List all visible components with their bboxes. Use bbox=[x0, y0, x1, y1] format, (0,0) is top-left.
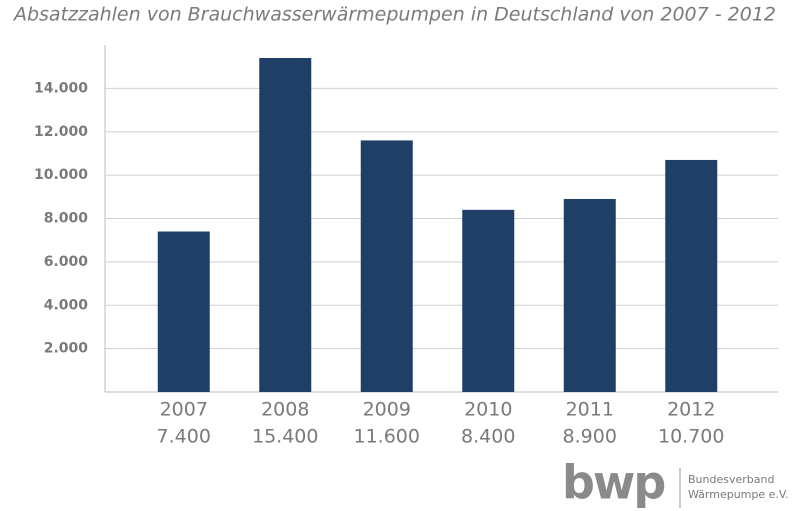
value-label: 8.400 bbox=[461, 426, 515, 448]
y-tick-label: 2.000 bbox=[44, 341, 89, 357]
x-tick-label: 2009 bbox=[363, 399, 411, 421]
y-tick-label: 8.000 bbox=[44, 211, 89, 227]
bar bbox=[462, 209, 515, 392]
value-label: 11.600 bbox=[354, 426, 420, 448]
y-tick-label: 10.000 bbox=[34, 167, 88, 183]
x-tick-label: 2008 bbox=[261, 399, 309, 421]
value-label: 10.700 bbox=[658, 426, 724, 448]
x-tick-label: 2012 bbox=[667, 399, 715, 421]
x-tick-label: 2010 bbox=[464, 399, 512, 421]
logo-text: Wärmepumpe e.V. bbox=[688, 488, 789, 501]
x-tick-label: 2007 bbox=[160, 399, 208, 421]
logo-text: Bundesverband bbox=[688, 473, 774, 486]
bar bbox=[360, 140, 413, 392]
bar bbox=[259, 58, 312, 392]
y-tick-label: 4.000 bbox=[44, 297, 89, 313]
bar bbox=[563, 198, 616, 392]
value-label: 15.400 bbox=[252, 426, 318, 448]
value-label: 8.900 bbox=[563, 426, 617, 448]
chart-title: Absatzzahlen von Brauchwasserwärmepumpen… bbox=[12, 4, 776, 26]
bar bbox=[157, 231, 210, 392]
y-tick-label: 6.000 bbox=[44, 254, 89, 270]
bar bbox=[665, 159, 718, 392]
y-tick-label: 12.000 bbox=[34, 124, 88, 140]
logo-mark: bwp bbox=[562, 456, 664, 510]
value-label: 7.400 bbox=[157, 426, 211, 448]
x-tick-label: 2011 bbox=[566, 399, 614, 421]
y-tick-label: 14.000 bbox=[34, 80, 88, 96]
